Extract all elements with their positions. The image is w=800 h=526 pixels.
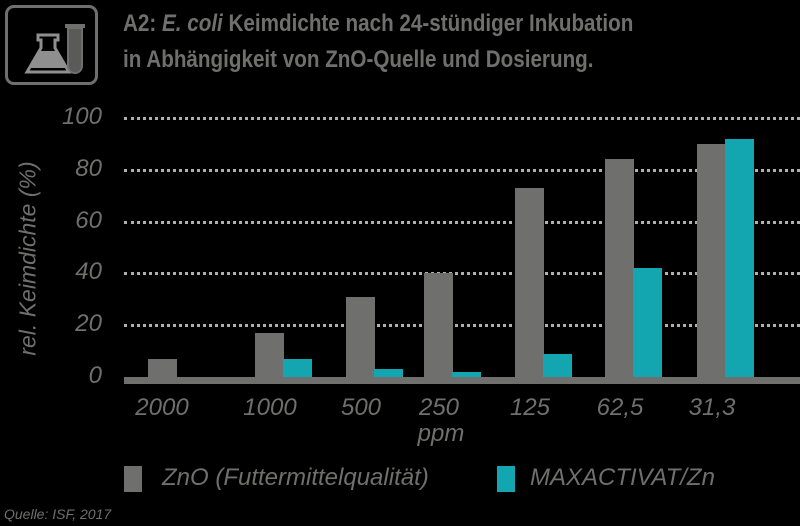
y-tick-label: 60 xyxy=(75,206,102,234)
legend-label-maxactivat: MAXACTIVAT/Zn xyxy=(530,464,715,491)
x-tick-label: 1000 xyxy=(243,394,297,421)
x-axis-baseline xyxy=(124,377,800,384)
y-axis-label: rel. Keimdichte (%) xyxy=(14,161,41,356)
bar-zno-31,3 xyxy=(697,143,726,377)
y-tick-label: 0 xyxy=(88,362,102,389)
bar-maxactivat-250 xyxy=(452,371,481,377)
legend-label-zno: ZnO (Futtermittelqualität) xyxy=(162,464,429,491)
legend-swatch-zno xyxy=(124,466,142,492)
bar-maxactivat-500 xyxy=(374,369,403,377)
gridline xyxy=(124,168,800,172)
gridline xyxy=(124,272,800,276)
legend-swatch-maxactivat xyxy=(497,466,515,492)
bar-zno-1000 xyxy=(255,332,284,377)
x-tick-label: 125 xyxy=(509,394,551,421)
y-tick-label: 100 xyxy=(61,103,102,130)
gridline xyxy=(124,324,800,328)
bar-zno-2000 xyxy=(148,358,177,377)
bar-maxactivat-1000 xyxy=(283,358,312,377)
y-tick-label: 20 xyxy=(75,310,102,338)
bar-zno-125 xyxy=(515,187,544,377)
bar-zno-500 xyxy=(346,296,375,377)
x-axis-unit: ppm xyxy=(417,420,465,447)
bar-maxactivat-125 xyxy=(543,353,572,377)
x-tick-label: 2000 xyxy=(135,394,189,421)
source-note: Quelle: ISF, 2017 xyxy=(4,506,112,522)
bar-zno-62,5 xyxy=(605,159,634,377)
gridline xyxy=(124,220,800,224)
y-tick-label: 80 xyxy=(75,154,102,182)
bar-zno-250 xyxy=(424,273,453,377)
x-tick-label: 31,3 xyxy=(688,394,736,421)
x-tick-label: 250 xyxy=(418,394,460,421)
y-tick-label: 40 xyxy=(75,258,102,286)
bar-maxactivat-31,3 xyxy=(725,138,754,377)
lab-icon xyxy=(5,5,98,85)
chart-title: A2: E. coli Keimdichte nach 24-stündiger… xyxy=(123,10,634,73)
x-tick-label: 62,5 xyxy=(596,394,644,421)
x-tick-label: 500 xyxy=(340,394,382,421)
bar-maxactivat-62,5 xyxy=(633,268,662,377)
gridline xyxy=(124,117,800,120)
